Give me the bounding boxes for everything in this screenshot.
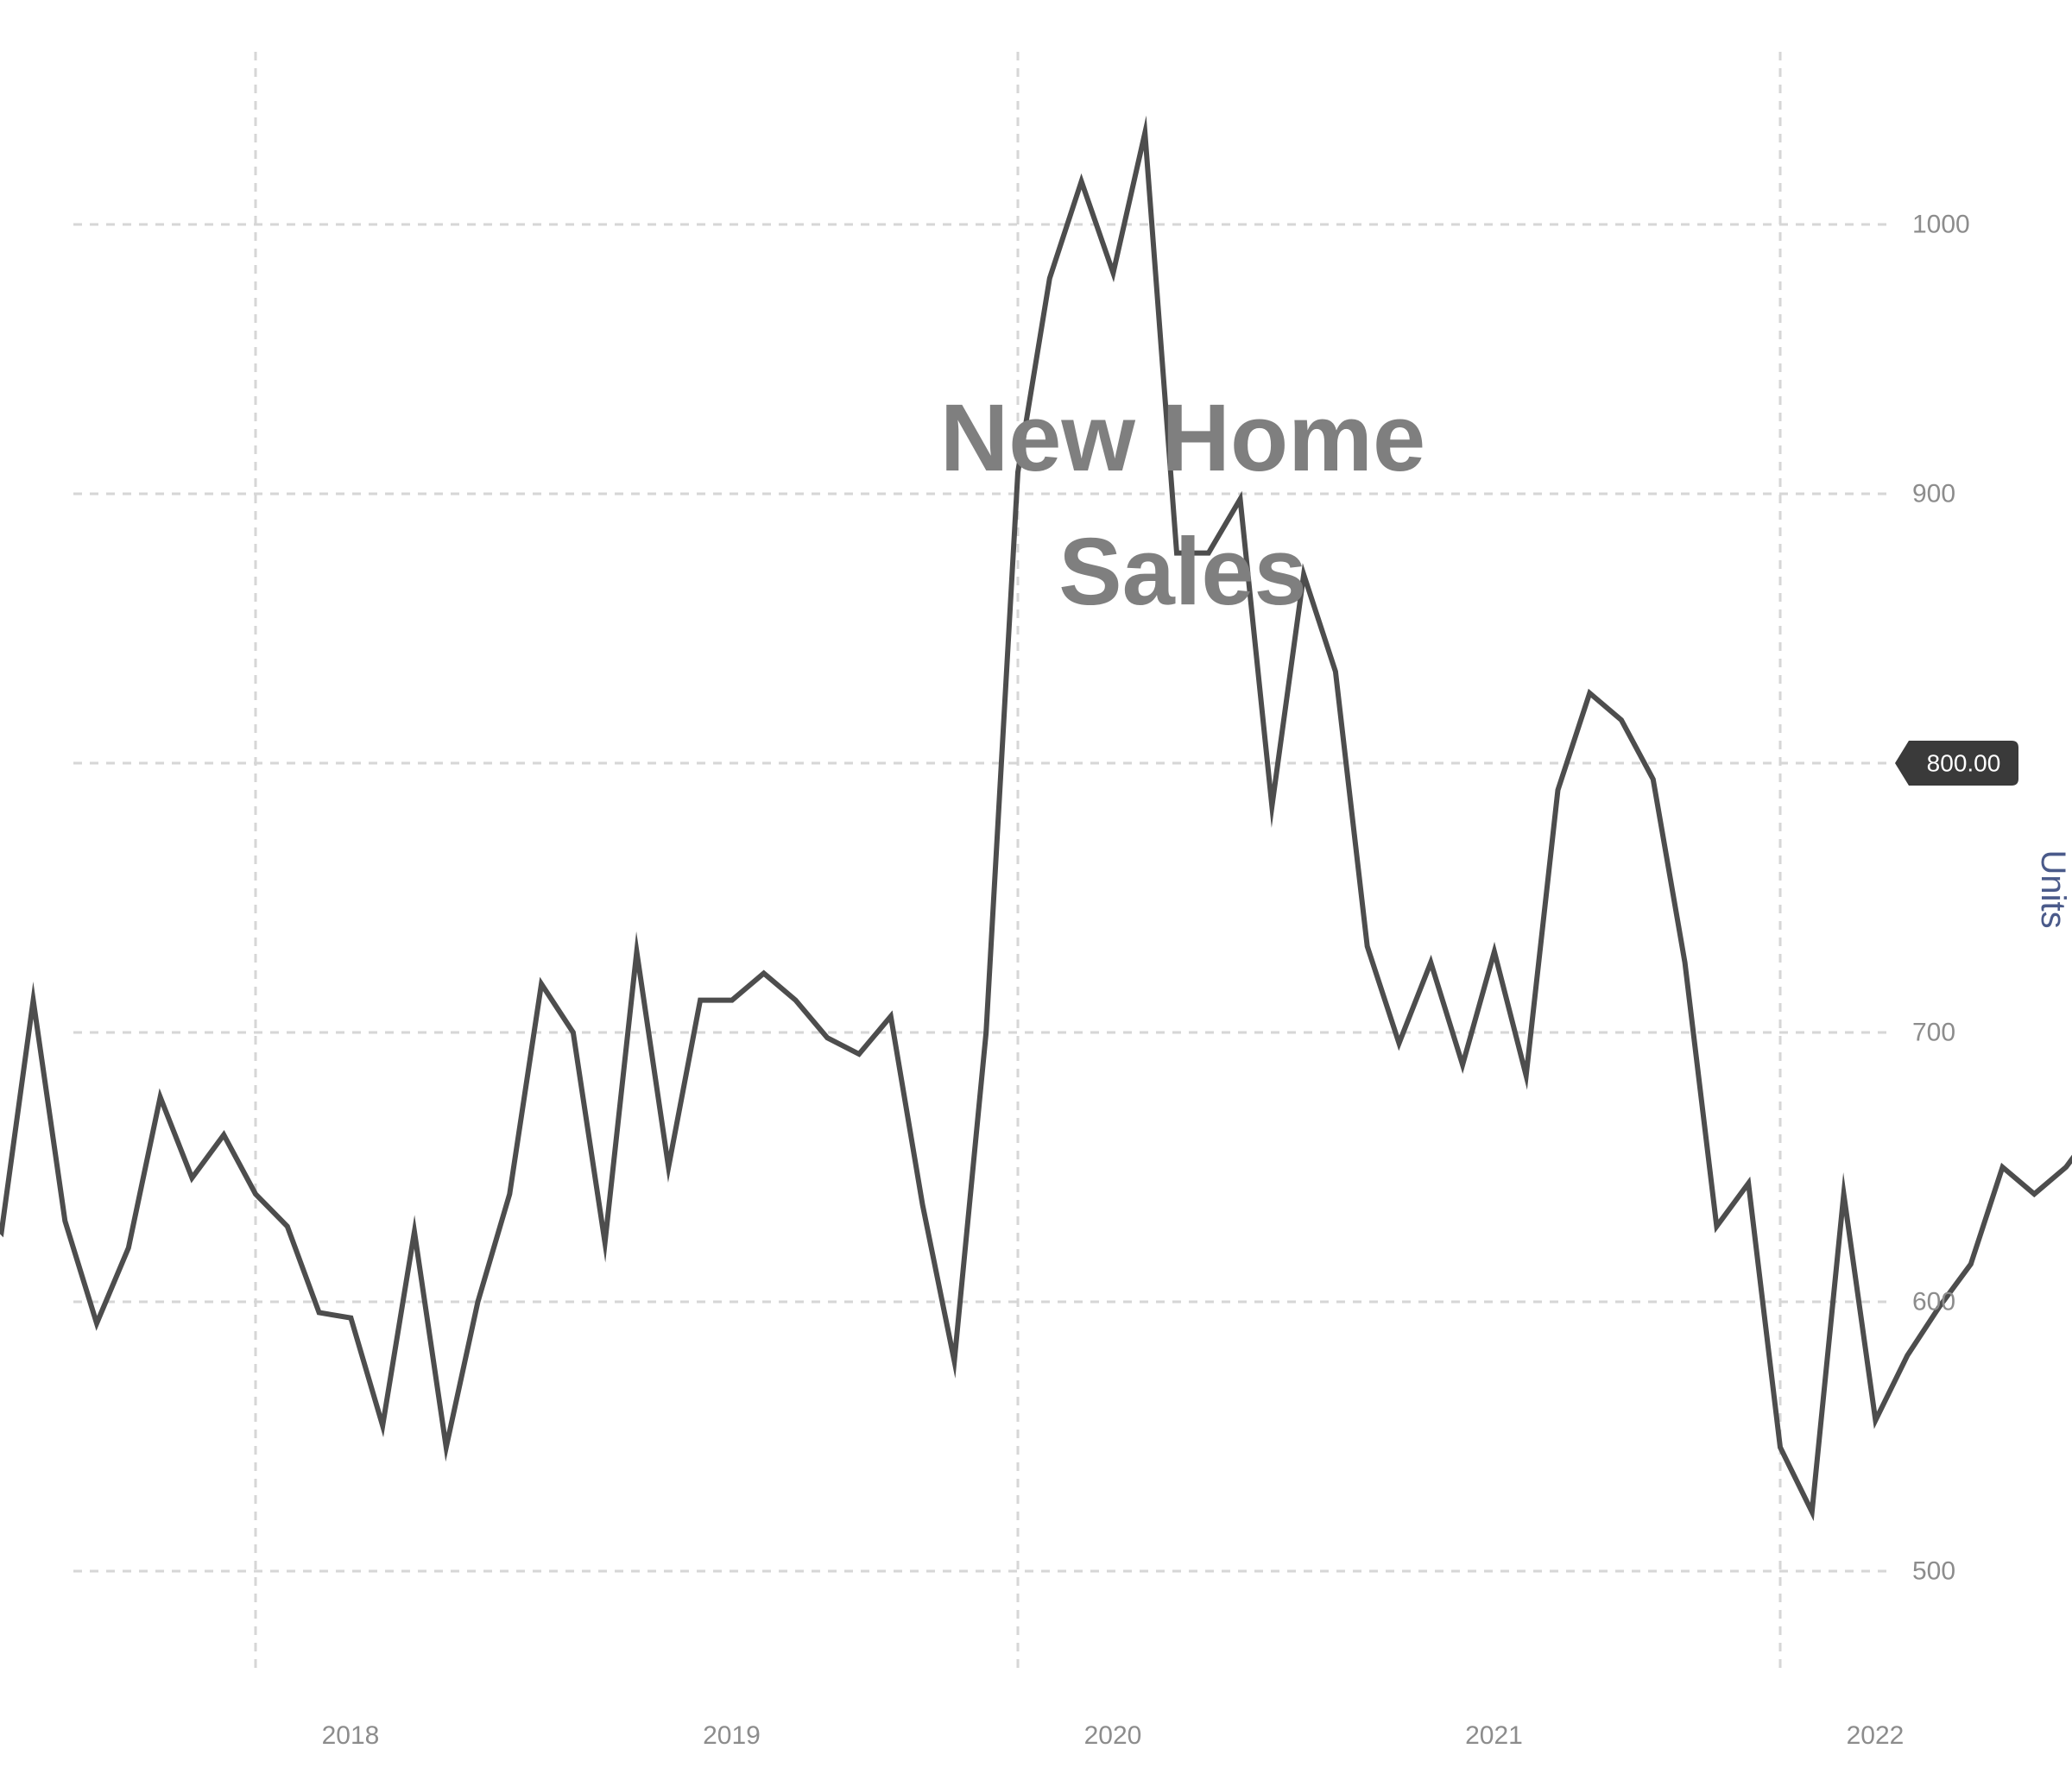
last-value-badge: 800.00 [1895,741,2018,786]
x-tick-label-2019: 2019 [703,1721,761,1750]
y-tick-label-600: 600 [1912,1288,1955,1316]
last-value-label: 800.00 [1927,750,2001,777]
x-tick-label-2022: 2022 [1847,1721,1905,1750]
series-group [0,115,2072,1522]
y-axis-label: Units [2034,849,2072,928]
x-tick-label-2020: 2020 [1084,1721,1142,1750]
x-tick-label-2018: 2018 [322,1721,380,1750]
grid-lines [73,52,1891,1670]
series-line-0 [0,115,2072,1522]
y-tick-label-900: 900 [1912,480,1955,508]
annotation-line-1: New Home [940,385,1425,491]
y-tick-label-700: 700 [1912,1019,1955,1047]
annotation-line-2: Sales [1058,519,1306,625]
y-tick-label-500: 500 [1912,1557,1955,1586]
y-tick-label-1000: 1000 [1912,211,1970,239]
last-value-badge-shape [1895,741,2018,786]
x-tick-label-2021: 2021 [1465,1721,1523,1750]
x-axis-ticks: 2017201820192020202120222023202420252026 [322,1721,1905,1750]
y-axis-ticks: 500 600 700 900 1000 [1912,211,1970,1586]
